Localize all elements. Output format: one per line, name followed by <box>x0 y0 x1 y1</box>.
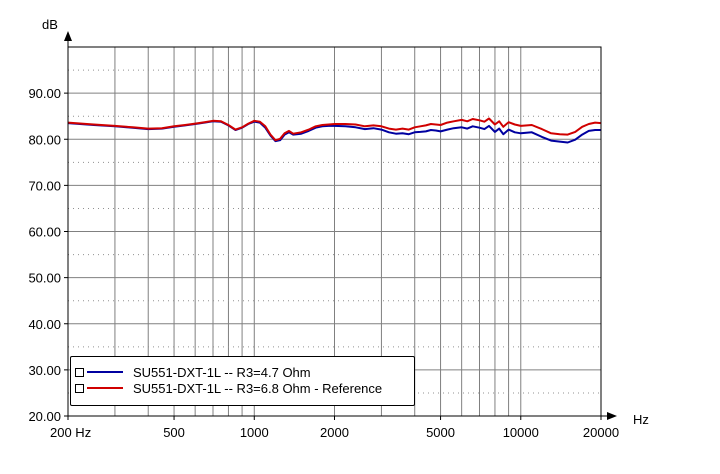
y-tick-label: 90.00 <box>28 86 61 101</box>
legend-label: SU551-DXT-1L -- R3=6.8 Ohm - Reference <box>133 380 383 396</box>
legend-checkbox[interactable] <box>75 367 84 377</box>
tick-label-layer: 20.00 30.00 40.00 50.00 60.00 70.00 80.00 90.00… <box>28 86 619 440</box>
legend-label: SU551-DXT-1L -- R3=4.7 Ohm <box>133 364 311 380</box>
legend-swatch <box>87 387 123 389</box>
y-tick-label: 30.00 <box>28 363 61 378</box>
x-tick-label: 2000 <box>320 425 349 440</box>
y-tick-label: 70.00 <box>28 178 61 193</box>
y-axis-unit-label: dB <box>42 17 58 32</box>
chart-legend: SU551-DXT-1L -- R3=4.7 Ohm SU551-DXT-1L … <box>70 356 415 406</box>
legend-checkbox[interactable] <box>75 383 84 393</box>
y-axis-arrow <box>64 31 72 41</box>
x-axis-unit-label: Hz <box>633 412 649 427</box>
legend-swatch <box>87 371 123 373</box>
x-tick-label: 200 Hz <box>50 425 91 440</box>
grid-layer <box>67 46 602 417</box>
series-layer <box>67 117 602 144</box>
series-line-2 <box>67 117 602 142</box>
y-tick-label: 80.00 <box>28 132 61 147</box>
legend-item: SU551-DXT-1L -- R3=4.7 Ohm <box>75 364 311 380</box>
y-tick-label: 20.00 <box>28 409 61 424</box>
legend-item: SU551-DXT-1L -- R3=6.8 Ohm - Reference <box>75 380 382 396</box>
y-tick-label: 40.00 <box>28 317 61 332</box>
y-tick-label: 50.00 <box>28 271 61 286</box>
x-axis-arrow <box>607 412 617 420</box>
x-tick-label: 1000 <box>240 425 269 440</box>
y-tick-label: 60.00 <box>28 225 61 240</box>
x-tick-label: 10000 <box>503 425 539 440</box>
x-tick-label: 500 <box>163 425 185 440</box>
x-tick-label: 20000 <box>583 425 619 440</box>
x-tick-label: 5000 <box>426 425 455 440</box>
